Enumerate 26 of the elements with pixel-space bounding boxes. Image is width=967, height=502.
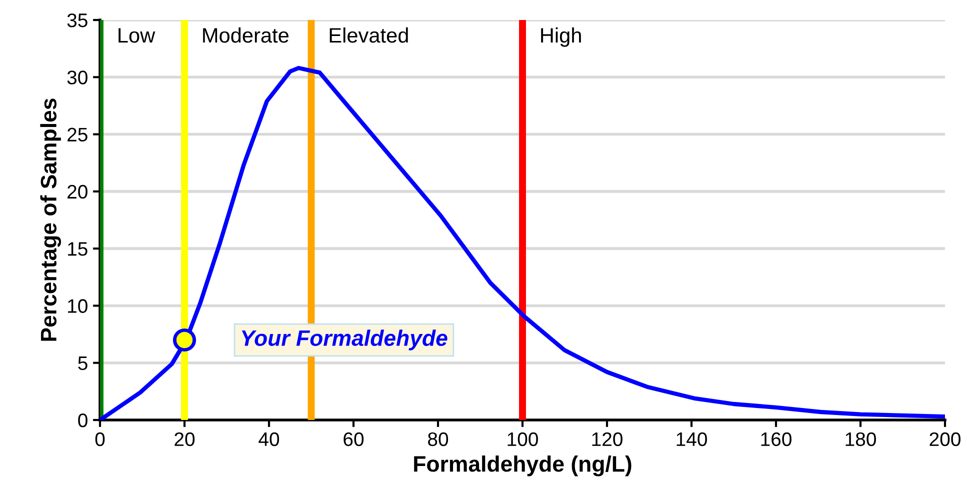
y-tick-label: 0: [78, 413, 88, 428]
x-tick-label: 140: [676, 432, 707, 446]
y-tick-label: 5: [78, 356, 88, 370]
y-tick-label: 15: [68, 242, 88, 256]
y-tick-label: 25: [68, 128, 88, 142]
x-tick-label: 200: [930, 432, 960, 446]
ref-line-label: High: [541, 27, 581, 47]
ref-line-label: Elevated: [330, 27, 408, 43]
y-tick-label: 10: [68, 299, 88, 313]
x-tick-label: 120: [592, 432, 622, 446]
y-axis-title: Percentage of Samples: [40, 98, 62, 341]
x-tick-label: 60: [344, 432, 364, 446]
y-tick-label: 20: [68, 184, 88, 199]
x-tick-label: 20: [174, 432, 195, 446]
y-tick-label: 35: [67, 13, 88, 28]
ref-line-label: Low: [118, 28, 156, 43]
x-tick-label: 160: [761, 432, 792, 446]
x-tick-label: 40: [258, 432, 280, 446]
x-tick-label: 100: [508, 432, 538, 446]
annotation: Your Formaldehyde: [242, 330, 448, 350]
x-tick-label: 0: [95, 432, 105, 446]
y-tick-label: 30: [67, 70, 88, 84]
x-tick-label: 80: [428, 432, 448, 446]
x-axis-title: Formaldehyde (ng/L): [414, 455, 632, 476]
ref-line-label: Moderate: [203, 27, 288, 43]
x-tick-label: 180: [846, 432, 876, 446]
